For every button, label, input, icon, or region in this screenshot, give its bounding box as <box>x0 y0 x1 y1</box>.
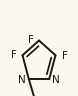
Text: N: N <box>52 75 60 85</box>
Text: F: F <box>11 50 16 60</box>
Text: N: N <box>18 75 26 85</box>
Text: F: F <box>62 51 67 61</box>
Text: F: F <box>28 35 34 45</box>
